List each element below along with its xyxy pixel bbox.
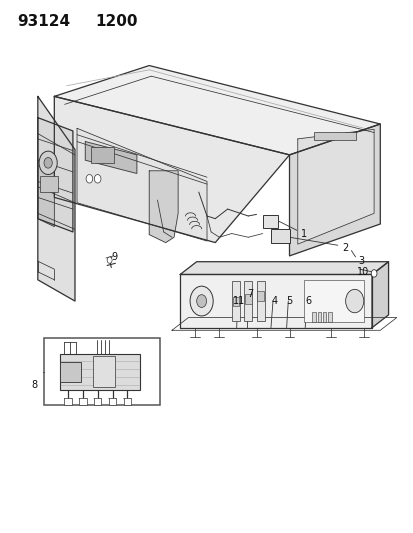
- Text: 4: 4: [271, 296, 278, 306]
- Text: 9: 9: [111, 252, 117, 262]
- Text: 5: 5: [286, 296, 292, 306]
- Bar: [262, 215, 278, 228]
- Text: 7: 7: [247, 289, 253, 299]
- Text: 1: 1: [300, 229, 306, 239]
- Bar: [123, 398, 131, 405]
- Polygon shape: [149, 171, 178, 243]
- Bar: [94, 398, 101, 405]
- Circle shape: [190, 286, 213, 316]
- Text: 11: 11: [233, 296, 245, 306]
- Polygon shape: [77, 128, 206, 241]
- Text: 2: 2: [341, 243, 347, 253]
- Circle shape: [86, 174, 93, 183]
- Polygon shape: [180, 262, 388, 274]
- Circle shape: [196, 295, 206, 308]
- Polygon shape: [371, 262, 388, 328]
- Circle shape: [345, 289, 363, 313]
- Text: 3: 3: [358, 256, 364, 266]
- Bar: [328, 312, 331, 322]
- Polygon shape: [54, 66, 380, 155]
- Bar: [231, 281, 240, 321]
- Text: 10: 10: [356, 267, 368, 277]
- Bar: [257, 292, 263, 301]
- Text: 8: 8: [31, 379, 38, 390]
- Bar: [303, 280, 363, 322]
- Bar: [244, 281, 252, 321]
- Text: 6: 6: [304, 296, 311, 306]
- Bar: [79, 398, 86, 405]
- Bar: [93, 357, 115, 387]
- Bar: [313, 132, 355, 140]
- Bar: [44, 338, 159, 405]
- Bar: [317, 312, 320, 322]
- Bar: [109, 398, 116, 405]
- Circle shape: [107, 257, 112, 263]
- Polygon shape: [85, 142, 137, 173]
- Polygon shape: [297, 130, 373, 244]
- Bar: [244, 294, 251, 304]
- Text: 93124: 93124: [17, 14, 70, 29]
- Bar: [59, 354, 140, 390]
- Polygon shape: [289, 124, 380, 256]
- Bar: [256, 281, 264, 321]
- Polygon shape: [38, 160, 54, 227]
- Polygon shape: [38, 96, 75, 301]
- Bar: [322, 312, 325, 322]
- Bar: [232, 297, 239, 306]
- Bar: [59, 362, 81, 382]
- Circle shape: [39, 151, 57, 174]
- Circle shape: [44, 158, 52, 168]
- Circle shape: [94, 174, 101, 183]
- Bar: [270, 229, 289, 243]
- Bar: [311, 312, 315, 322]
- Polygon shape: [54, 96, 289, 243]
- Polygon shape: [180, 274, 371, 328]
- Text: 1200: 1200: [95, 14, 138, 29]
- Bar: [64, 398, 71, 405]
- Bar: [40, 176, 58, 192]
- Polygon shape: [38, 118, 73, 232]
- Bar: [91, 147, 114, 163]
- Circle shape: [370, 270, 376, 277]
